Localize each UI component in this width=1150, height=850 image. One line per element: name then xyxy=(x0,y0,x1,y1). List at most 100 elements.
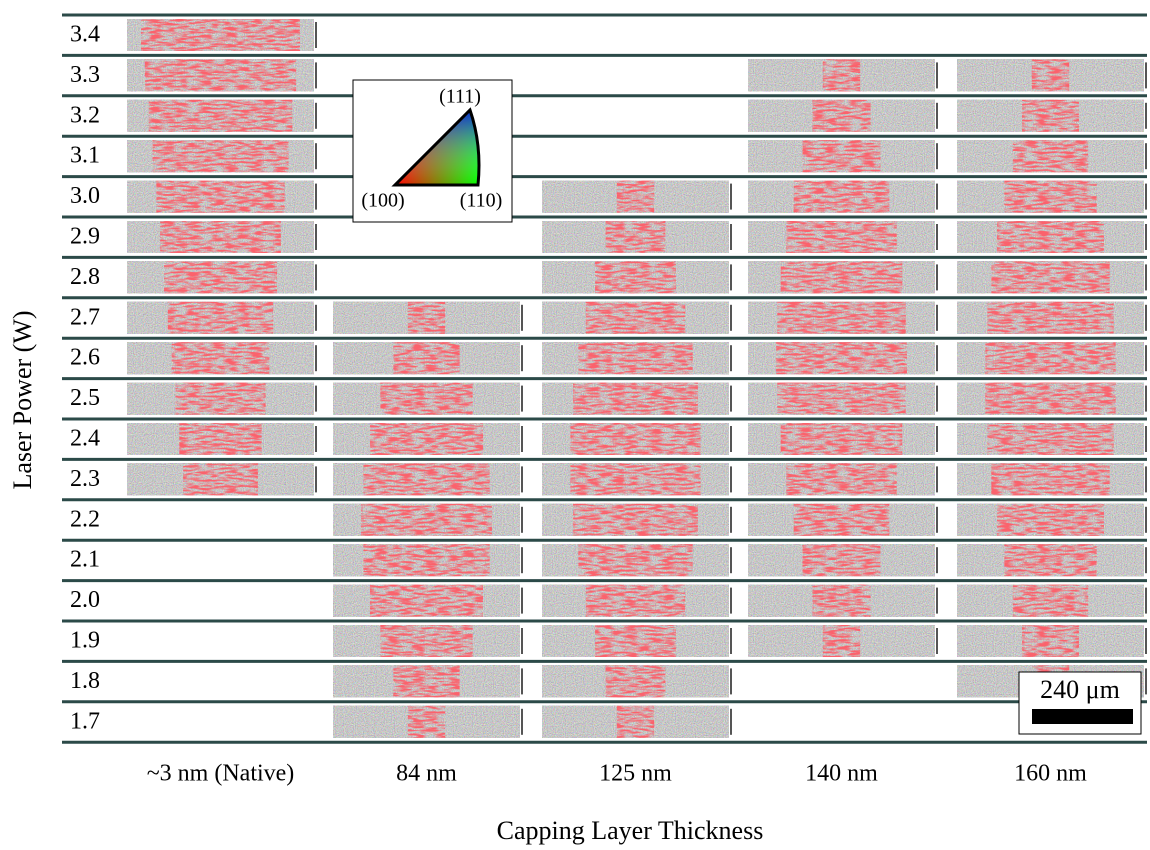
ebsd-map xyxy=(333,423,523,455)
melt-region xyxy=(163,261,278,294)
map-edge xyxy=(521,628,523,654)
ebsd-map xyxy=(748,503,938,536)
map-edge xyxy=(1145,547,1147,574)
row-label: 3.2 xyxy=(70,102,100,128)
map-edge xyxy=(1145,385,1147,412)
melt-region xyxy=(616,705,655,738)
melt-region xyxy=(812,99,871,132)
melt-region xyxy=(780,261,903,294)
ebsd-map xyxy=(748,423,938,455)
map-edge xyxy=(936,224,938,250)
map-edge xyxy=(936,385,938,412)
melt-region xyxy=(361,503,492,536)
map-edge xyxy=(730,183,732,210)
melt-region xyxy=(171,342,270,375)
map-edge xyxy=(521,708,523,735)
map-edge xyxy=(936,426,938,452)
map-edge xyxy=(521,426,523,452)
map-edge xyxy=(315,466,317,493)
map-edge xyxy=(521,668,523,695)
row-label: 3.4 xyxy=(70,22,100,48)
ebsd-map xyxy=(748,180,938,213)
ebsd-map xyxy=(748,584,938,617)
ebsd-map xyxy=(127,19,317,51)
ebsd-map xyxy=(957,59,1147,92)
map-edge xyxy=(1145,264,1147,291)
row-label: 2.8 xyxy=(70,264,100,290)
map-edge xyxy=(730,466,732,493)
row-label: 3.1 xyxy=(70,143,100,169)
scale-bar: 240 μm xyxy=(1018,671,1142,735)
map-edge xyxy=(936,345,938,372)
melt-region xyxy=(156,180,285,213)
map-edge xyxy=(730,385,732,412)
ebsd-map xyxy=(542,342,732,375)
melt-region xyxy=(802,544,881,577)
column-label: ~3 nm (Native) xyxy=(147,761,295,787)
ebsd-map xyxy=(127,221,317,253)
ebsd-map xyxy=(333,705,523,738)
map-edge xyxy=(936,466,938,493)
ebsd-map xyxy=(333,584,523,617)
ebsd-map xyxy=(957,625,1147,657)
melt-region xyxy=(777,382,906,415)
ebsd-map xyxy=(542,584,732,617)
map-edge xyxy=(315,264,317,291)
melt-region xyxy=(605,665,666,698)
row-label: 2.6 xyxy=(70,345,100,371)
melt-region xyxy=(585,301,686,334)
column-label: 140 nm xyxy=(805,761,878,787)
map-edge xyxy=(315,426,317,452)
ebsd-map xyxy=(957,221,1147,253)
melt-region xyxy=(1022,99,1079,132)
map-edge xyxy=(936,62,938,89)
melt-region xyxy=(585,584,686,617)
map-edge xyxy=(1145,183,1147,210)
melt-region xyxy=(616,180,655,213)
ebsd-map xyxy=(542,544,732,577)
ebsd-map xyxy=(333,382,523,415)
melt-region xyxy=(407,301,446,334)
melt-region xyxy=(578,342,693,375)
melt-region xyxy=(987,301,1114,334)
melt-region xyxy=(991,261,1110,294)
melt-region xyxy=(578,544,693,577)
ebsd-map xyxy=(127,99,317,132)
ebsd-map xyxy=(748,59,938,92)
map-edge xyxy=(1145,143,1147,170)
row-label: 2.3 xyxy=(70,466,100,492)
melt-region xyxy=(407,705,446,738)
ebsd-map xyxy=(542,301,732,334)
map-edge xyxy=(315,102,317,129)
map-edge xyxy=(936,506,938,533)
melt-region xyxy=(822,59,861,92)
map-edge xyxy=(521,304,523,331)
map-edge xyxy=(1145,224,1147,250)
ebsd-map xyxy=(333,342,523,375)
ebsd-map xyxy=(957,544,1147,577)
ebsd-map xyxy=(333,625,523,657)
melt-region xyxy=(570,423,701,455)
ebsd-map xyxy=(333,503,523,536)
ebsd-map xyxy=(333,463,523,496)
scale-label: 240 μm xyxy=(1040,675,1120,704)
ebsd-map xyxy=(333,544,523,577)
map-edge xyxy=(315,183,317,210)
map-edge xyxy=(730,345,732,372)
map-edge xyxy=(730,304,732,331)
map-edge xyxy=(730,426,732,452)
map-edge xyxy=(730,224,732,250)
row-label: 2.4 xyxy=(70,426,100,452)
ebsd-map xyxy=(748,99,938,132)
map-edge xyxy=(315,22,317,48)
ebsd-map xyxy=(542,665,732,698)
melt-region xyxy=(141,19,300,51)
melt-region xyxy=(595,625,676,657)
ipf-legend: (111) (100) (110) xyxy=(352,79,513,223)
column-label: 125 nm xyxy=(599,761,672,787)
melt-region xyxy=(793,503,890,536)
melt-region xyxy=(393,665,460,698)
map-edge xyxy=(521,466,523,493)
map-edge xyxy=(521,345,523,372)
ebsd-map xyxy=(748,625,938,657)
